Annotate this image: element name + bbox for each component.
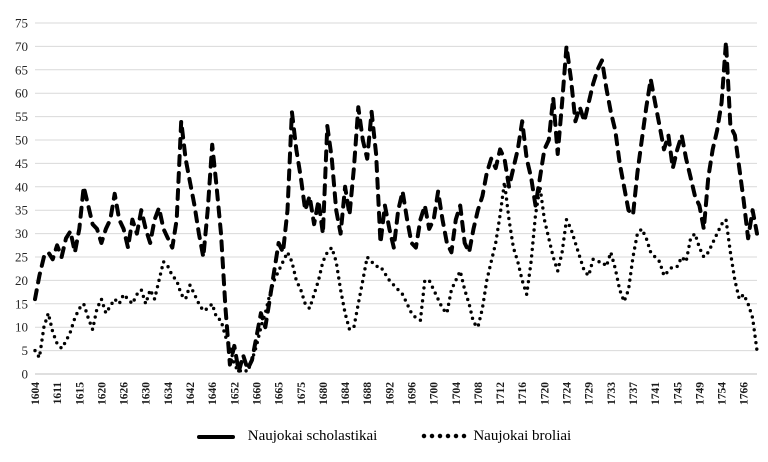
x-tick-label: 1700 [429, 382, 441, 405]
x-tick-label: 1688 [362, 382, 374, 405]
y-tick-label: 30 [15, 226, 28, 241]
x-tick-label: 1724 [562, 382, 574, 405]
legend-label-broliai: Naujokai broliai [473, 428, 572, 444]
dotted-line-icon [421, 428, 473, 445]
y-tick-label: 50 [15, 133, 28, 148]
x-tick-label: 1630 [141, 382, 153, 405]
x-tick-label: 1620 [96, 382, 108, 405]
x-tick-label: 1692 [384, 382, 396, 405]
legend: Naujokai scholastikai Naujokai broliai [0, 428, 768, 445]
x-tick-label: 1716 [517, 382, 529, 405]
x-tick-label: 1626 [119, 382, 131, 405]
x-tick-label: 1754 [717, 382, 729, 405]
x-tick-label: 1665 [274, 382, 286, 405]
y-tick-label: 15 [15, 296, 28, 311]
gridlines [35, 22, 757, 375]
y-axis-labels: 0 5 10 15 20 25 30 35 40 45 50 55 60 65 70 75 [15, 16, 28, 382]
x-tick-label: 1729 [584, 382, 596, 405]
x-tick-label: 1611 [52, 382, 64, 405]
x-tick-label: 1741 [650, 382, 662, 405]
y-tick-label: 70 [15, 39, 28, 54]
x-tick-label: 1704 [451, 382, 463, 405]
x-tick-label: 1604 [30, 382, 42, 405]
x-tick-label: 1660 [251, 382, 263, 405]
y-tick-label: 65 [15, 62, 28, 77]
x-tick-label: 1766 [739, 382, 751, 405]
x-tick-label: 1615 [74, 382, 86, 405]
x-tick-label: 1642 [185, 382, 197, 405]
y-tick-label: 45 [15, 156, 28, 171]
x-tick-label: 1652 [229, 382, 241, 405]
legend-item-scholastikai[interactable]: Naujokai scholastikai [196, 428, 378, 445]
x-tick-label: 1737 [628, 382, 640, 405]
y-tick-label: 75 [15, 16, 28, 31]
dash-line-icon [196, 434, 235, 439]
x-tick-label: 1684 [340, 382, 352, 405]
x-tick-label: 1733 [606, 382, 618, 405]
legend-label-scholastikai: Naujokai scholastikai [247, 428, 378, 444]
x-tick-label: 1696 [407, 382, 419, 405]
x-tick-label: 1634 [163, 382, 175, 405]
y-tick-label: 25 [15, 250, 28, 265]
x-tick-label: 1749 [694, 382, 706, 405]
x-tick-label: 1675 [296, 382, 308, 405]
y-tick-label: 35 [15, 203, 28, 218]
y-tick-label: 20 [15, 273, 28, 288]
x-tick-label: 1712 [495, 382, 507, 405]
y-tick-label: 60 [15, 86, 28, 101]
y-tick-label: 40 [15, 179, 28, 194]
data-series [33, 39, 759, 374]
series-naujokai-scholastikai [33, 39, 759, 374]
legend-item-broliai[interactable]: Naujokai broliai [421, 428, 571, 445]
y-tick-label: 55 [15, 109, 28, 124]
y-tick-label: 5 [22, 343, 29, 358]
y-tick-label: 0 [22, 367, 29, 382]
x-tick-label: 1680 [318, 382, 330, 405]
x-tick-label: 1720 [539, 382, 551, 405]
x-tick-label: 1708 [473, 382, 485, 405]
x-tick-label: 1745 [672, 382, 684, 405]
x-axis-labels: 1604 1611 1615 1620 1626 1630 1634 1642 1646 1652… [30, 382, 751, 405]
y-tick-label: 10 [15, 320, 28, 335]
x-tick-label: 1646 [207, 382, 219, 405]
